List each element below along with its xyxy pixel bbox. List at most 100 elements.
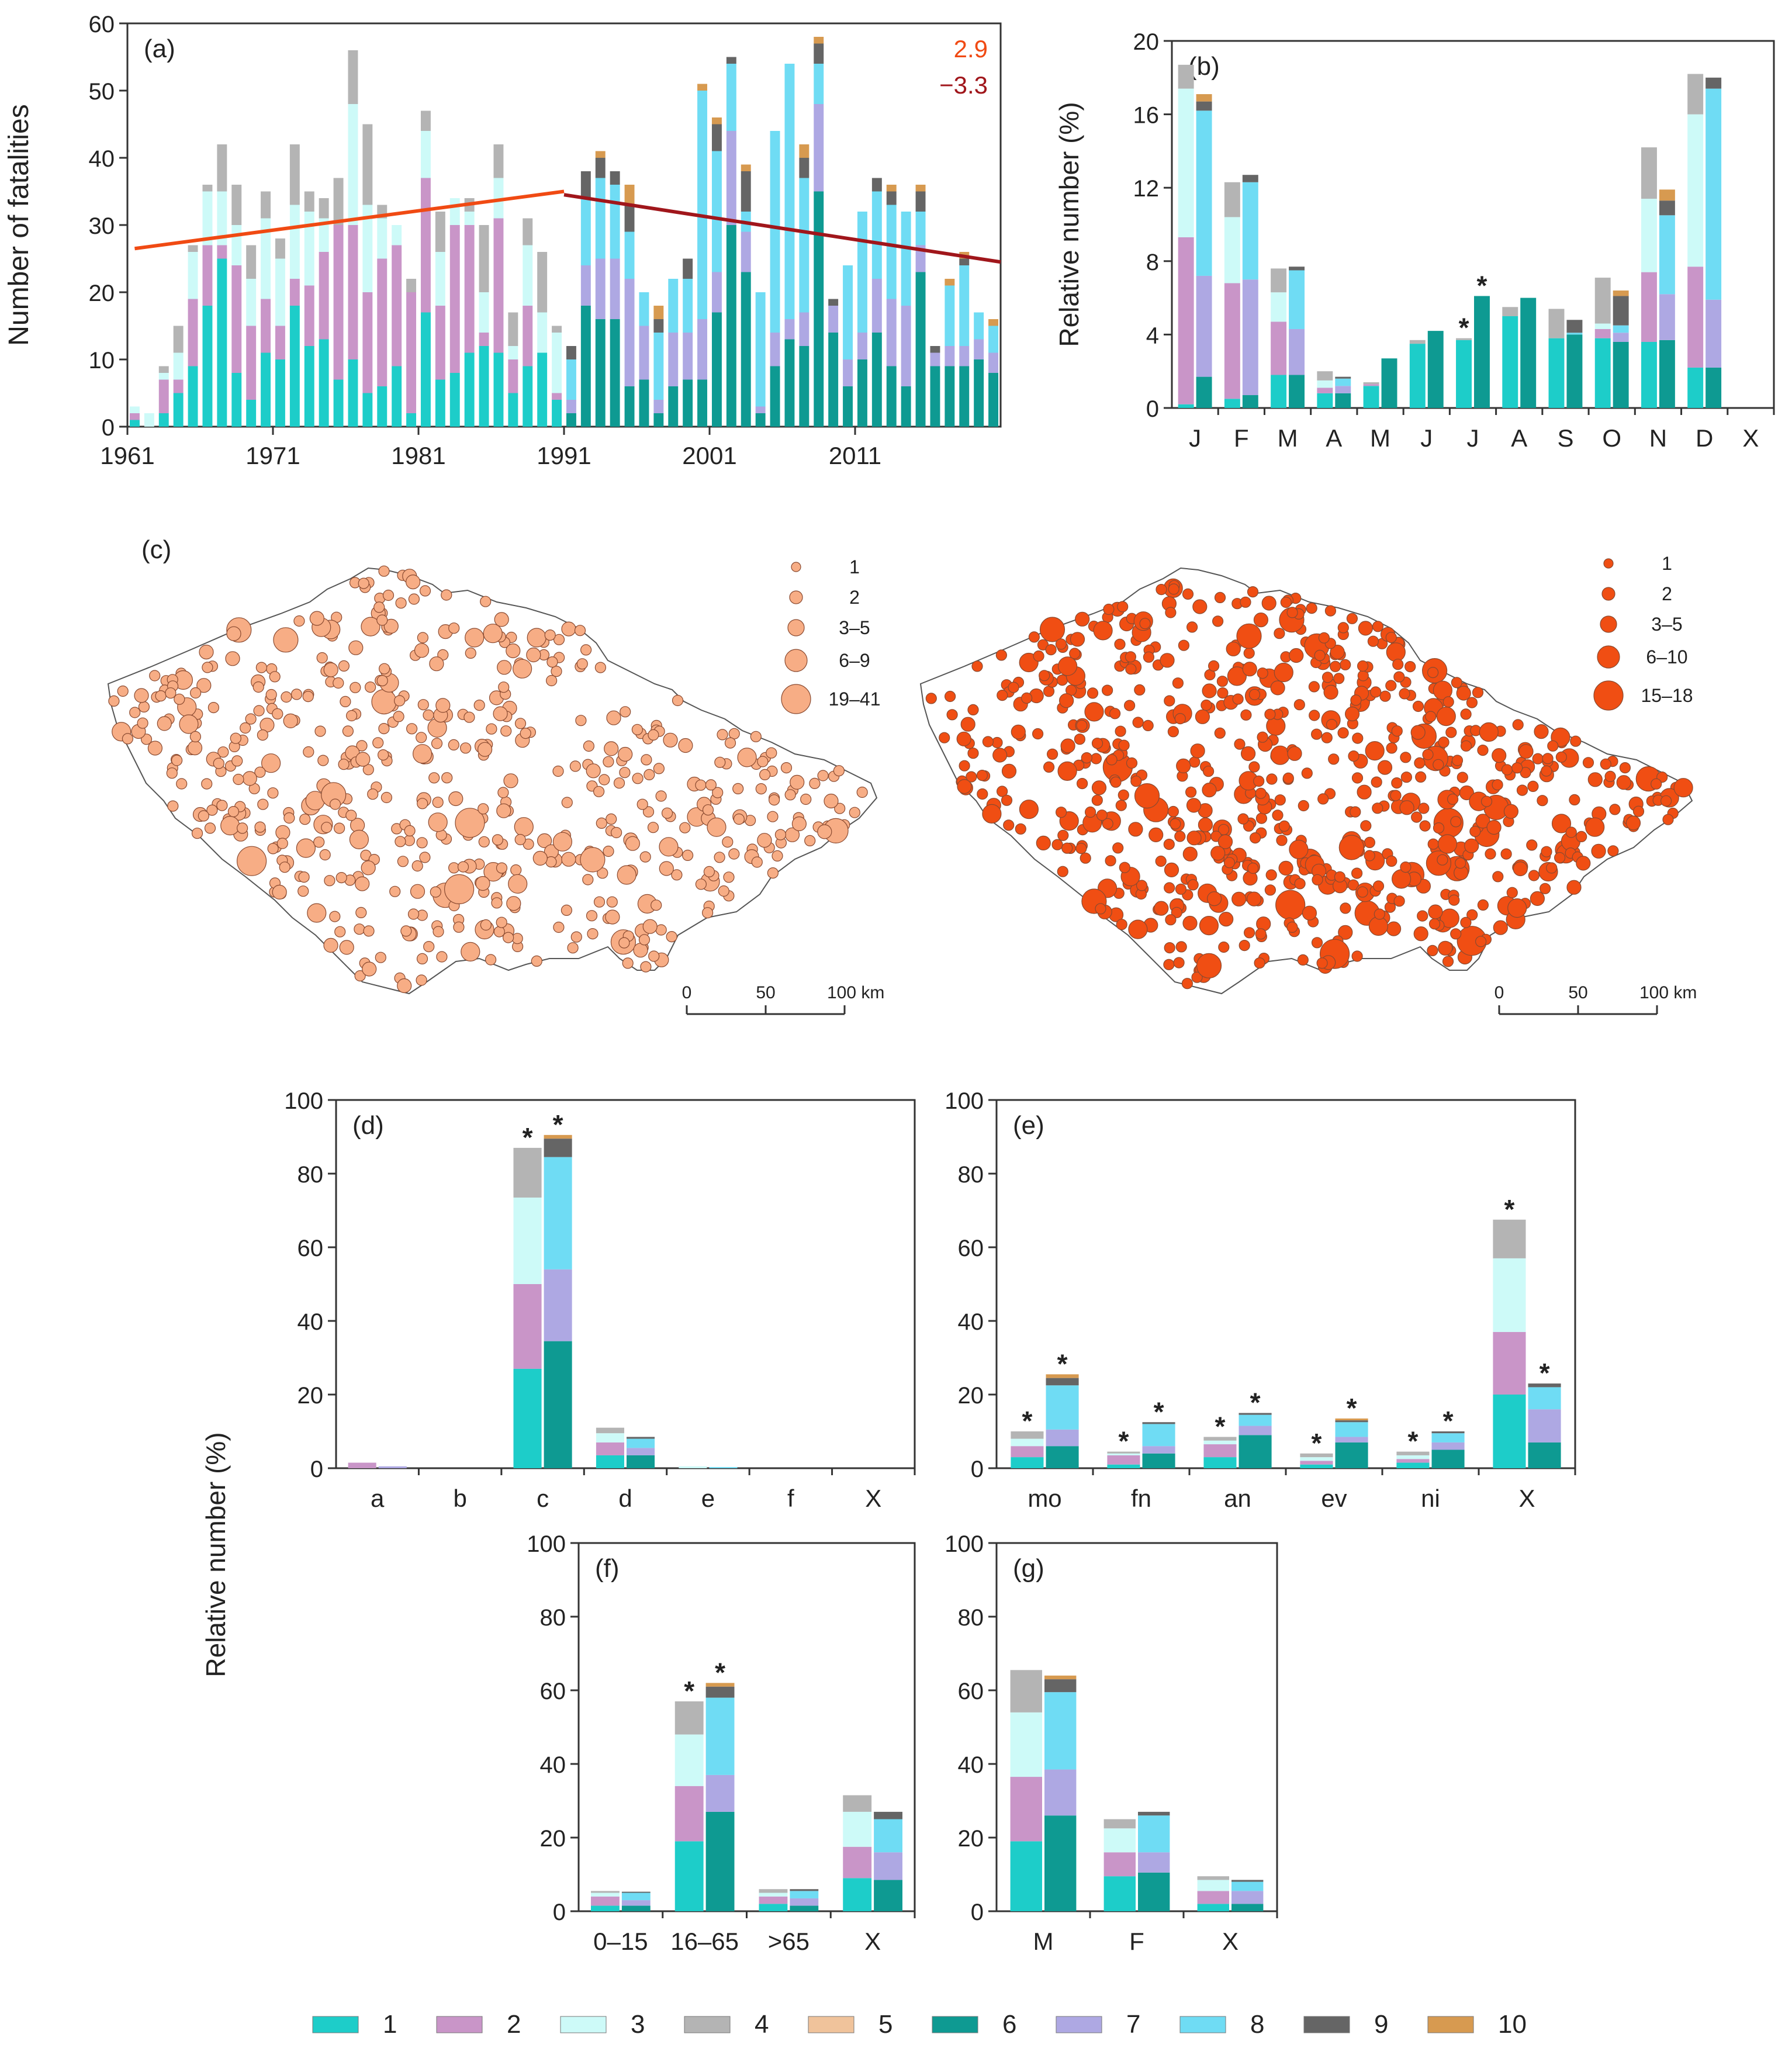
panel-b-bar-seg-right-s9 bbox=[1242, 175, 1258, 182]
panel-a-bar-seg-y1987-s2 bbox=[508, 359, 518, 393]
legend-swatch-8 bbox=[1179, 2016, 1226, 2033]
panel-f-bar-seg-right-s8 bbox=[790, 1891, 819, 1898]
panel-d-bar-seg-right-s6 bbox=[627, 1455, 655, 1468]
map-dot bbox=[1236, 623, 1262, 649]
map-dot bbox=[1293, 699, 1305, 711]
map-dot bbox=[275, 825, 290, 840]
panel-a-bar-seg-y2005-s8 bbox=[770, 131, 780, 333]
map-dot bbox=[1076, 719, 1088, 731]
map-dot bbox=[1371, 776, 1382, 788]
panel-e-bar-seg-right-s6 bbox=[1142, 1453, 1175, 1468]
map-dot bbox=[1096, 809, 1108, 821]
map-dot bbox=[1400, 752, 1412, 763]
map-dot bbox=[1456, 686, 1471, 701]
panel-a-bar-seg-y2008-s6 bbox=[814, 191, 824, 427]
panel-a-bar-seg-y1977-s1 bbox=[362, 393, 373, 427]
panel-a-bar-seg-y1963-s3 bbox=[158, 373, 169, 380]
panel-a-bar-seg-y1974-s2 bbox=[319, 252, 329, 340]
map-dot bbox=[1460, 740, 1472, 752]
map-dot bbox=[1493, 920, 1508, 935]
map-dot bbox=[520, 727, 531, 739]
map-dot bbox=[220, 815, 240, 836]
map-dot bbox=[640, 961, 652, 973]
panel-e-bar-seg-left-s1 bbox=[1203, 1457, 1237, 1468]
panel-a-bar-seg-y1995-s10 bbox=[624, 185, 635, 205]
map-dot bbox=[267, 787, 279, 799]
map-dot bbox=[395, 836, 406, 847]
panel-e-bar-seg-left-s3 bbox=[1203, 1440, 1237, 1445]
panel-a-bar-seg-y1986-s4 bbox=[493, 144, 504, 178]
map-dot bbox=[323, 937, 338, 953]
map-legend-label-3: 6–9 bbox=[839, 650, 870, 671]
map-dot bbox=[570, 931, 582, 943]
panel-a-bar-seg-y2015-s6 bbox=[915, 272, 926, 427]
map-dot bbox=[1619, 762, 1631, 774]
map-dot bbox=[1651, 778, 1662, 790]
map-dot bbox=[672, 694, 684, 707]
map-dot bbox=[448, 791, 463, 807]
map-dot bbox=[1261, 596, 1276, 611]
panel-a-bar-seg-y1971-s2 bbox=[275, 326, 285, 359]
panel-a-bar-seg-y1980-s2 bbox=[406, 292, 417, 413]
map-dot bbox=[1438, 736, 1449, 748]
panel-d-bar-seg-left-s1 bbox=[513, 1368, 542, 1468]
map-dot bbox=[319, 849, 331, 861]
panel-a-bar-seg-y1978-s2 bbox=[377, 258, 388, 386]
panel-a-bar-seg-y1992-s6 bbox=[580, 306, 591, 427]
map-dot bbox=[316, 652, 328, 664]
panel-g-bar-seg-left-s4 bbox=[1010, 1670, 1042, 1713]
map-dot bbox=[1168, 583, 1179, 595]
map-dot bbox=[849, 807, 860, 818]
panel-b-xtick-label-11: D bbox=[1696, 424, 1713, 452]
map-dot bbox=[1448, 894, 1460, 906]
panel-g-bar-seg-left-s1 bbox=[1010, 1841, 1042, 1911]
panel-f-bar-seg-right-s7 bbox=[874, 1852, 902, 1880]
panel-e-bar-seg-left-s4 bbox=[1300, 1453, 1333, 1458]
panel-b-xtick-label-7: A bbox=[1511, 424, 1527, 452]
map-dot bbox=[1625, 815, 1641, 831]
panel-a-bar-seg-y1982-s4 bbox=[435, 212, 445, 252]
panel-a-bar-seg-y1968-s4 bbox=[231, 185, 242, 225]
panel-f-panel-label: (f) bbox=[595, 1554, 620, 1583]
panel-e-bar-seg-right-s9 bbox=[1046, 1378, 1079, 1386]
map-dot bbox=[361, 860, 376, 876]
panel-b-xtick-label-8: S bbox=[1557, 424, 1573, 452]
map-dot bbox=[1202, 782, 1217, 798]
map-dot bbox=[701, 907, 714, 919]
panel-a-bar-seg-y1991-s7 bbox=[566, 400, 576, 413]
panel-d-bar-seg-left-s2 bbox=[348, 1462, 376, 1468]
panel-a-bar-seg-y2014-s7 bbox=[901, 306, 911, 386]
panel-a-xtick-label-2011: 2011 bbox=[829, 442, 881, 469]
map-dot bbox=[382, 589, 395, 601]
map-dot bbox=[1486, 819, 1502, 835]
map-dot bbox=[1274, 662, 1293, 683]
map-dot bbox=[1370, 686, 1382, 698]
map-dot bbox=[1148, 827, 1164, 843]
panel-a-bar-seg-y1986-s1 bbox=[493, 352, 504, 427]
map-dot bbox=[1226, 641, 1241, 656]
panel-a-bar-seg-y2020-s10 bbox=[988, 319, 999, 326]
panel-a-bar-seg-y1992-s9 bbox=[580, 171, 591, 198]
map-dot bbox=[1541, 765, 1552, 777]
map-dot bbox=[728, 728, 740, 739]
map-dot bbox=[1445, 727, 1457, 738]
panel-a-ytick-label: 30 bbox=[89, 213, 115, 239]
map-dot bbox=[279, 862, 290, 873]
map-dot bbox=[483, 624, 503, 644]
panel-b-bar-seg-left-s1 bbox=[1687, 367, 1704, 408]
map-dot bbox=[1534, 724, 1549, 739]
panel-f-ytick-label: 80 bbox=[540, 1605, 566, 1631]
legend-label-7: 7 bbox=[1126, 2010, 1140, 2039]
panel-e-xtick-label-2: an bbox=[1224, 1485, 1251, 1512]
panel-b-bar-seg-left-s1 bbox=[1548, 338, 1565, 408]
panel-b-bar-seg-left-s4 bbox=[1409, 340, 1426, 344]
panel-a-bar-seg-y1968-s2 bbox=[231, 265, 242, 373]
map-dot bbox=[1176, 758, 1191, 774]
map-dot bbox=[512, 659, 532, 679]
panel-e-bar-seg-right-s7 bbox=[1142, 1446, 1175, 1454]
map-dot bbox=[1057, 656, 1078, 676]
map-dot bbox=[1433, 822, 1445, 834]
map-dot bbox=[1187, 879, 1199, 891]
map-dot bbox=[1250, 832, 1261, 844]
panel-a-bar-seg-y1996-s8 bbox=[639, 292, 649, 326]
